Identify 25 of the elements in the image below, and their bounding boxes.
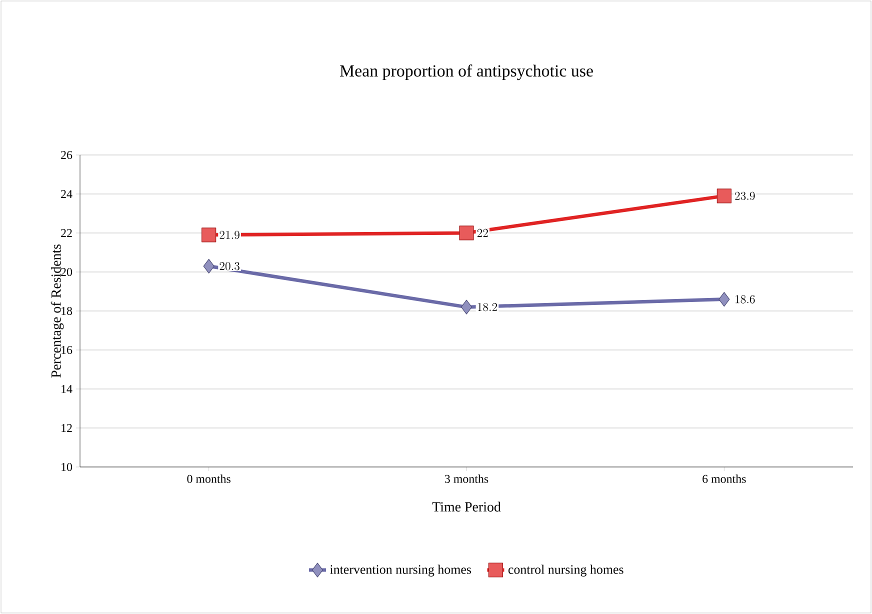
y-tick-label: 20 — [61, 268, 72, 276]
x-axis-title: Time Period — [432, 502, 501, 512]
y-tick-label: 12 — [62, 424, 72, 432]
x-tick-label: 6 months — [702, 474, 746, 483]
data-label: 21 .9 — [220, 230, 240, 240]
y-tick-label: 22 — [61, 229, 72, 237]
point — [203, 258, 214, 274]
x-tick-label: 3 months — [445, 474, 488, 483]
legend-label: intervention nursing homes — [330, 564, 472, 577]
data-label: 23.9 — [735, 192, 755, 200]
y-tick-label: 26 — [61, 150, 72, 159]
data-label: 22 — [477, 228, 488, 237]
y-tick-label: 10 — [62, 462, 72, 472]
y-tick-label: 24 — [61, 190, 72, 198]
legend-label: control nursing homes — [508, 564, 624, 577]
y-tick-label: 14 — [62, 385, 72, 393]
point — [460, 300, 472, 314]
data-label: 18.6 — [736, 295, 755, 304]
data-label: 20.3 — [220, 262, 240, 270]
chart-title: Mean proportion of antipsychotic use — [340, 64, 593, 80]
y-tick-label: 16 — [62, 346, 72, 354]
data-label: 18.2 — [478, 302, 498, 312]
x-tick-label: 0 months — [187, 474, 230, 483]
point — [718, 292, 730, 307]
y-tick-label: 18 — [62, 306, 72, 316]
